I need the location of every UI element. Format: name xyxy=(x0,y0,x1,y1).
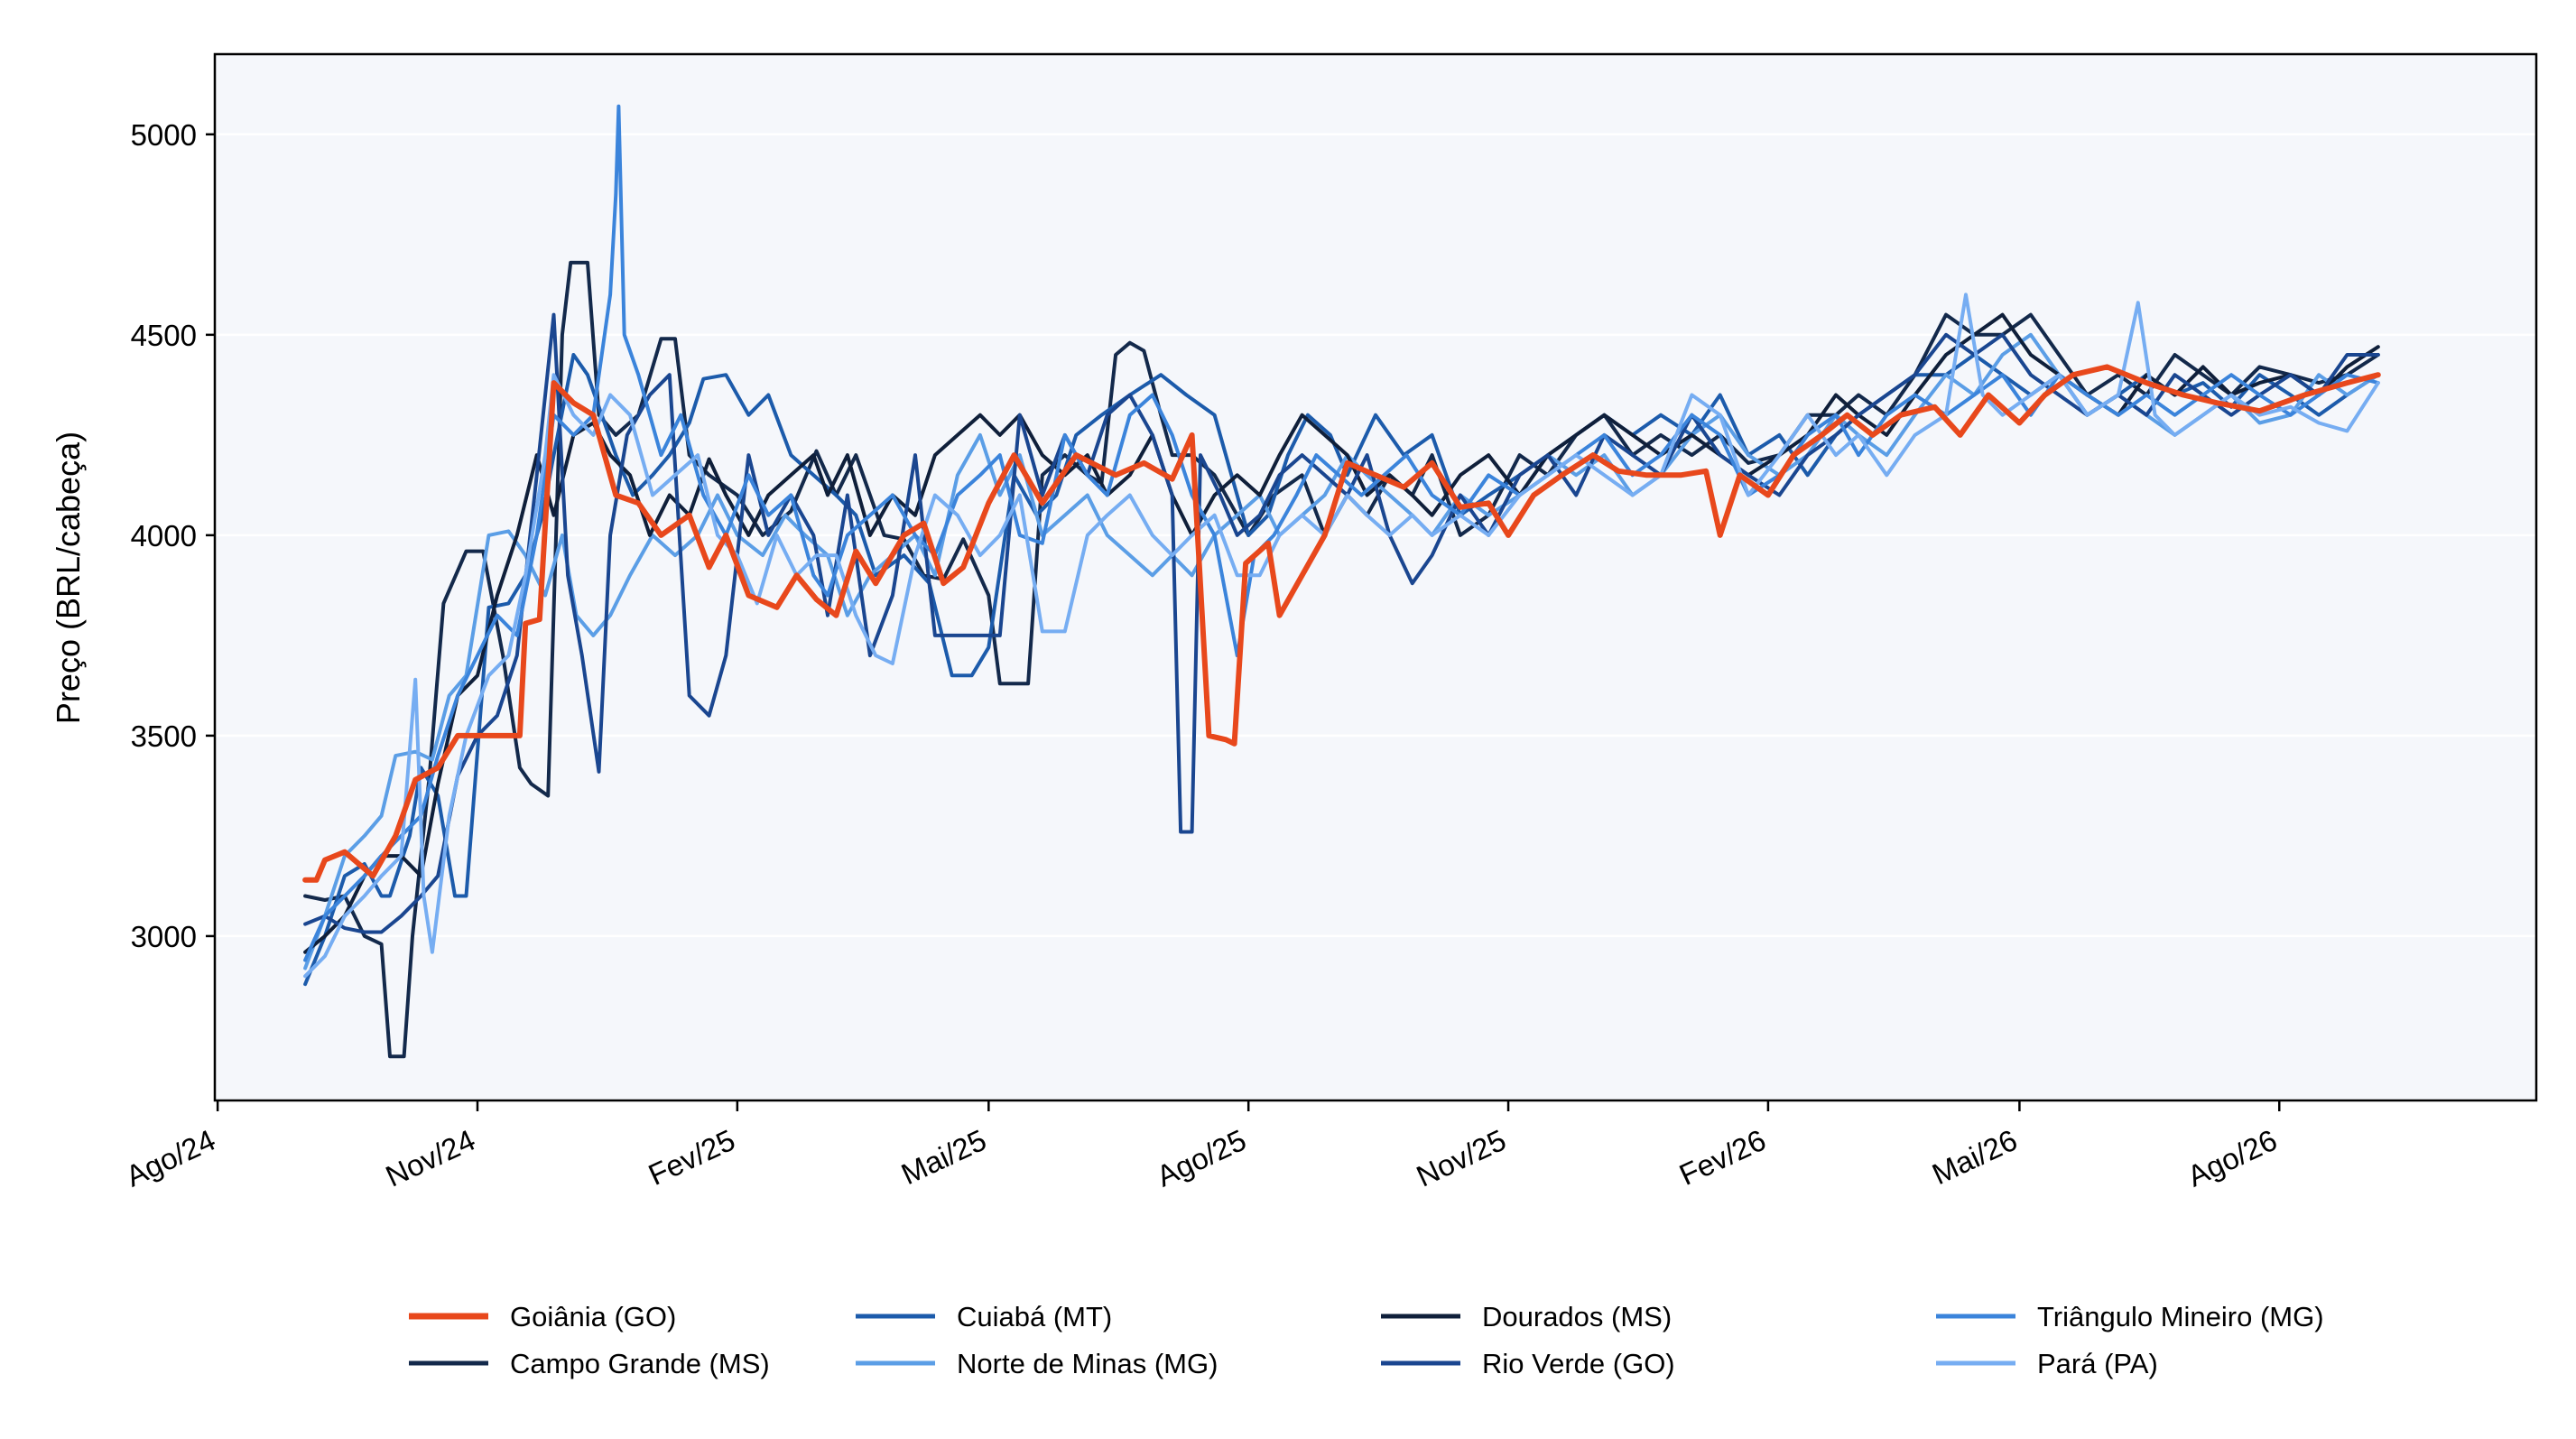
y-tick-label: 5000 xyxy=(131,118,197,152)
x-tick-label: Ago/24 xyxy=(121,1123,220,1193)
x-tick-label: Nov/24 xyxy=(381,1123,480,1193)
x-tick-label: Nov/25 xyxy=(1412,1123,1511,1193)
legend-label-1: Campo Grande (MS) xyxy=(510,1348,770,1379)
x-tick-label: Mai/25 xyxy=(896,1123,991,1191)
legend-label-6: Triângulo Mineiro (MG) xyxy=(2037,1301,2324,1332)
legend-label-5: Rio Verde (GO) xyxy=(1482,1348,1675,1379)
y-tick-label: 3000 xyxy=(131,920,197,953)
legend-label-7: Pará (PA) xyxy=(2037,1348,2158,1379)
plot-frame xyxy=(213,52,2538,1102)
series-line-5 xyxy=(303,312,2380,934)
y-tick-label: 4500 xyxy=(131,319,197,352)
plot-background xyxy=(215,54,2536,1100)
x-tick-label: Mai/26 xyxy=(1927,1123,2022,1191)
series-lines xyxy=(302,104,2381,1059)
x-tick-label: Fev/26 xyxy=(1674,1123,1771,1192)
x-tick-label: Fev/25 xyxy=(644,1123,740,1192)
legend-label-0: Goiânia (GO) xyxy=(510,1301,676,1332)
legend: Goiânia (GO) Campo Grande (MS) Cuiabá (MT)… xyxy=(409,1301,2324,1379)
y-axis-title: Preço (BRL/cabeça) xyxy=(50,432,87,724)
series-line-0 xyxy=(302,364,2381,883)
y-axis: 3000 3500 4000 4500 5000 xyxy=(131,118,215,953)
legend-label-3: Norte de Minas (MG) xyxy=(957,1348,1218,1379)
x-tick-label: Ago/26 xyxy=(2182,1123,2282,1193)
y-tick-label: 3500 xyxy=(131,720,197,753)
x-axis: Ago/24 Nov/24 Fev/25 Mai/25 Ago/25 Nov/25 Fev/… xyxy=(121,1100,2282,1193)
x-tick-label: Ago/25 xyxy=(1152,1123,1251,1193)
legend-label-4: Dourados (MS) xyxy=(1482,1301,1672,1332)
y-tick-label: 4000 xyxy=(131,519,197,552)
legend-label-2: Cuiabá (MT) xyxy=(957,1301,1112,1332)
